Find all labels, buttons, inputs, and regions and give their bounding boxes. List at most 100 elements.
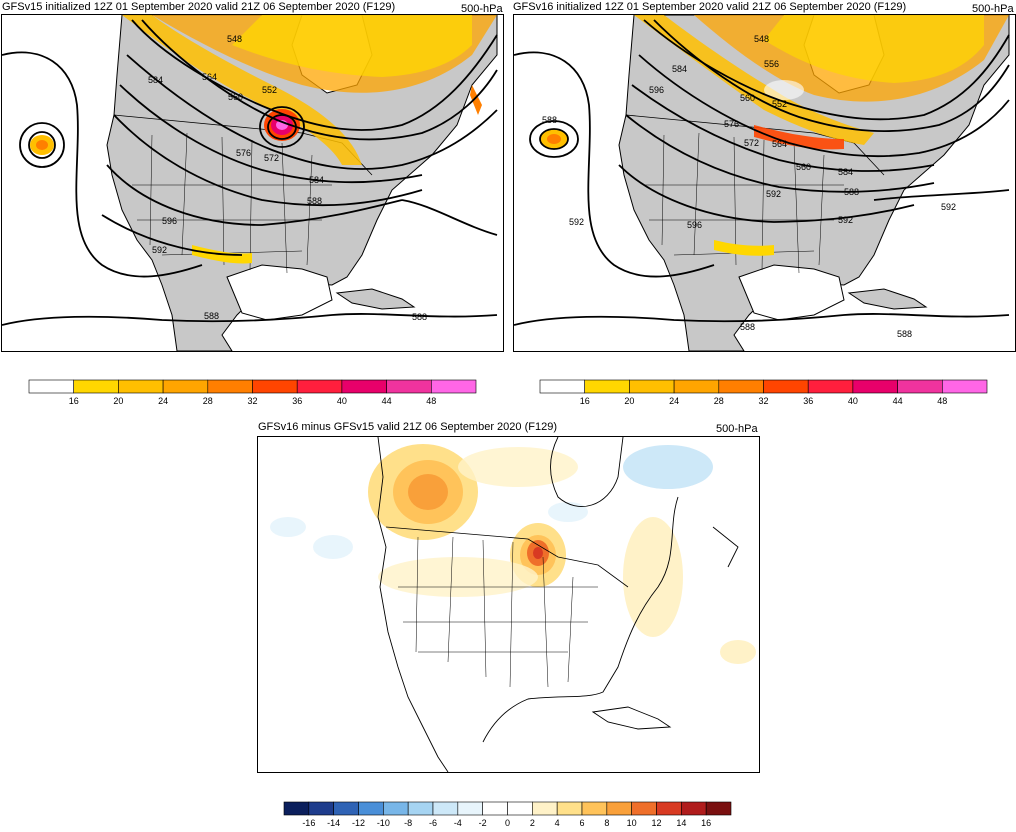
panel3-map-svg xyxy=(270,437,756,772)
colorbar-diff-swatch xyxy=(358,801,384,816)
colorbar-diff-swatch xyxy=(681,801,707,816)
contour-label: 588 xyxy=(204,311,219,321)
colorbar-speed-swatch xyxy=(763,379,809,394)
panel1-level: 500-hPa xyxy=(461,3,503,15)
colorbar-diff-swatch xyxy=(383,801,409,816)
colorbar-speed-2-svg: 16 20 24 28 32 36 40 44 48 xyxy=(539,379,988,406)
colorbar-diff-tick-label: -6 xyxy=(429,818,437,828)
contour-label: 592 xyxy=(766,189,781,199)
contour-label: 556 xyxy=(764,59,779,69)
colorbar-diff-tick-label: 12 xyxy=(651,818,661,828)
colorbar-speed-swatch xyxy=(162,379,209,394)
colorbar-speed-tick-label: 44 xyxy=(893,396,903,406)
contour-label: 588 xyxy=(412,312,427,322)
contour-label: 588 xyxy=(844,187,859,197)
colorbar-diff-swatch xyxy=(432,801,459,816)
colorbar-diff-tick-label: -14 xyxy=(327,818,340,828)
contour-label: 560 xyxy=(740,93,755,103)
colorbar-diff-svg: -16 -14 -12 -10 -8 -6 -4 -2 0 2 4 6 8 10 12 14 16 xyxy=(283,801,732,828)
colorbar-speed-swatch xyxy=(430,379,477,394)
colorbar-speed-swatch xyxy=(718,379,764,394)
colorbar-diff-tick-label: -4 xyxy=(454,818,462,828)
panel3-map xyxy=(257,436,760,773)
colorbar-diff-tick-label: -8 xyxy=(404,818,412,828)
contour-label: 588 xyxy=(740,322,755,332)
contour-label: 592 xyxy=(838,215,853,225)
colorbar-diff-swatch xyxy=(656,801,682,816)
colorbar-diff-tick-label: -16 xyxy=(302,818,315,828)
colorbar-speed-tick-label: 24 xyxy=(158,396,168,406)
colorbar-speed-tick-label: 16 xyxy=(580,396,590,406)
contour-label: 552 xyxy=(262,85,277,95)
colorbar-diff-tick-label: 0 xyxy=(505,818,510,828)
colorbar-diff-tick-label: 6 xyxy=(579,818,584,828)
gulf-of-mexico xyxy=(738,264,845,321)
colorbar-speed-swatch xyxy=(341,379,387,394)
wind-shading xyxy=(540,15,1009,256)
contour-label: 588 xyxy=(897,329,912,339)
contour-label: 596 xyxy=(162,216,177,226)
colorbar-speed-tick-label: 28 xyxy=(714,396,724,406)
contour-label: 564 xyxy=(772,139,787,149)
colorbar-diff-tick-label: 10 xyxy=(627,818,637,828)
colorbar-diff-tick-label: 4 xyxy=(555,818,560,828)
colorbar-speed-swatch xyxy=(386,379,432,394)
colorbar-speed-tick-label: 36 xyxy=(292,396,302,406)
colorbar-diff: -16 -14 -12 -10 -8 -6 -4 -2 0 2 4 6 8 10 12 14 16 xyxy=(283,801,732,832)
colorbar-speed-2: 16 20 24 28 32 36 40 44 48 xyxy=(539,379,988,410)
colorbar-diff-tick-label: 8 xyxy=(604,818,609,828)
colorbar-diff-swatch xyxy=(631,801,657,816)
colorbar-speed-swatch xyxy=(897,379,943,394)
colorbar-speed-swatch xyxy=(941,379,988,394)
contour-labels: 548 556 560 552 564 572 576 560 584 584 … xyxy=(542,34,956,339)
contour-label: 584 xyxy=(148,75,163,85)
state-lines xyxy=(398,536,598,688)
coastline xyxy=(377,437,739,772)
contour-label: 564 xyxy=(202,72,217,82)
colorbar-diff-swatch xyxy=(407,801,434,816)
contour-label: 560 xyxy=(228,92,243,102)
colorbar-diff-tick-label: 2 xyxy=(530,818,535,828)
panel2-title: GFSv16 initialized 12Z 01 September 2020… xyxy=(513,1,907,13)
colorbar-diff-swatch xyxy=(482,801,508,816)
panel2-level: 500-hPa xyxy=(972,3,1014,15)
cuba xyxy=(335,288,416,310)
contour-labels: 548 552 560 564 572 576 584 584 588 588 … xyxy=(148,34,427,322)
colorbar-diff-tick-label: 14 xyxy=(676,818,686,828)
contour-label: 592 xyxy=(569,217,584,227)
contour-label: 592 xyxy=(941,202,956,212)
colorbar-speed-tick-label: 40 xyxy=(337,396,347,406)
panel2-map-svg: 548 556 560 552 564 572 576 560 584 584 … xyxy=(514,15,1010,351)
colorbar-speed-tick-label: 48 xyxy=(426,396,436,406)
colorbar-diff-tick-label: -10 xyxy=(377,818,390,828)
contour-label: 572 xyxy=(264,153,279,163)
colorbar-diff-swatch xyxy=(705,801,732,816)
colorbar-speed-1-svg: 16 20 24 28 32 36 40 44 48 xyxy=(28,379,477,406)
colorbar-speed-tick-label: 32 xyxy=(758,396,768,406)
contour-label: 548 xyxy=(754,34,769,44)
panel3-title: GFSv16 minus GFSv15 valid 21Z 06 Septemb… xyxy=(258,421,557,433)
colorbar-diff-swatch xyxy=(581,801,608,816)
colorbar-speed-tick-label: 40 xyxy=(848,396,858,406)
colorbar-speed-tick-label: 16 xyxy=(69,396,79,406)
colorbar-speed-tick-label: 24 xyxy=(669,396,679,406)
panel1-map: 548 552 560 564 572 576 584 584 588 588 … xyxy=(1,14,504,352)
colorbar-diff-swatch xyxy=(606,801,632,816)
contour-label: 584 xyxy=(672,64,687,74)
contour-label: 560 xyxy=(796,162,811,172)
contour-label: 576 xyxy=(236,148,251,158)
colorbar-speed-tick-label: 48 xyxy=(937,396,947,406)
colorbar-speed-swatch xyxy=(629,379,675,394)
panel3-level: 500-hPa xyxy=(716,423,758,435)
colorbar-speed-tick-label: 32 xyxy=(247,396,257,406)
colorbar-speed-swatch xyxy=(584,379,630,394)
colorbar-speed-tick-label: 20 xyxy=(113,396,123,406)
contour-label: 592 xyxy=(152,245,167,255)
colorbar-speed-tick-label: 20 xyxy=(624,396,634,406)
contour-label: 552 xyxy=(772,99,787,109)
contour-label: 576 xyxy=(724,119,739,129)
colorbar-speed-swatch xyxy=(252,379,298,394)
colorbar-speed-tick-label: 28 xyxy=(203,396,213,406)
colorbar-diff-swatch xyxy=(507,801,533,816)
colorbar-speed-swatch xyxy=(539,379,586,394)
